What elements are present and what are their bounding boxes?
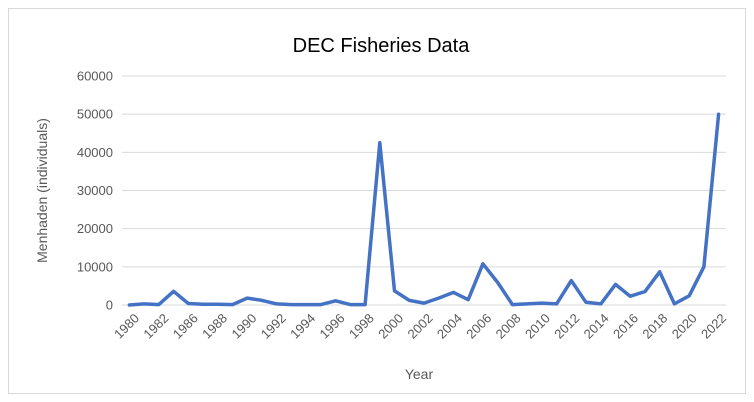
- gridlines: [122, 75, 726, 306]
- series-line: [127, 112, 721, 307]
- x-tick-label: 1990: [228, 311, 259, 342]
- x-tick-label: 2020: [669, 311, 700, 342]
- x-tick-label: 1988: [199, 311, 230, 342]
- chart-frame: DEC Fisheries Data 0 10000 20000 30000 40000…: [8, 8, 746, 394]
- x-axis-label: Year: [405, 366, 434, 382]
- x-tick-label: 1980: [111, 311, 142, 342]
- y-axis-ticks: 0 10000 20000 30000 40000 50000 60000: [77, 69, 113, 313]
- x-tick-label: 2000: [375, 311, 406, 342]
- chart-title: DEC Fisheries Data: [293, 35, 471, 57]
- x-tick-label: 2016: [610, 311, 641, 342]
- x-tick-label: 2008: [493, 311, 524, 342]
- y-tick-label: 10000: [77, 259, 113, 274]
- line-chart: DEC Fisheries Data 0 10000 20000 30000 40000…: [34, 35, 729, 382]
- x-tick-label: 1998: [346, 311, 377, 342]
- x-tick-label: 2004: [434, 311, 465, 342]
- x-tick-label: 1996: [317, 311, 348, 342]
- x-tick-label: 2014: [581, 311, 612, 342]
- y-tick-label: 60000: [77, 69, 113, 84]
- x-tick-label: 2006: [463, 311, 494, 342]
- x-axis-ticks: 1980198219861988199019921994199619982000…: [111, 311, 729, 342]
- x-tick-label: 2018: [639, 311, 670, 342]
- x-tick-label: 1982: [140, 311, 171, 342]
- y-tick-label: 50000: [77, 107, 113, 122]
- x-tick-label: 1992: [258, 311, 289, 342]
- y-tick-label: 0: [106, 298, 113, 313]
- x-tick-label: 2010: [522, 311, 553, 342]
- x-tick-label: 1994: [287, 311, 318, 342]
- y-tick-label: 40000: [77, 145, 113, 160]
- x-tick-label: 2002: [405, 311, 436, 342]
- x-tick-label: 2022: [698, 311, 729, 342]
- y-tick-label: 20000: [77, 221, 113, 236]
- y-axis-label: Menhaden (individuals): [34, 118, 50, 263]
- x-tick-label: 2012: [551, 311, 582, 342]
- y-tick-label: 30000: [77, 183, 113, 198]
- x-tick-label: 1986: [170, 311, 201, 342]
